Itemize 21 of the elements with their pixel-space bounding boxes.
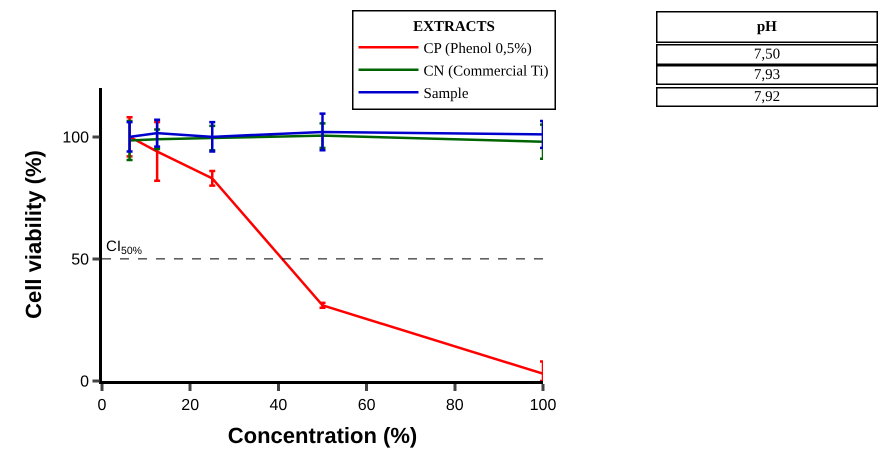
- ref-line-label: CI$_{50%}$: [106, 238, 142, 258]
- text: pH: [756, 19, 778, 35]
- text: 7,93: [754, 67, 780, 83]
- x-tick-label: 40: [270, 396, 288, 414]
- x-tick-label: 100: [530, 396, 556, 414]
- legend-label: CP (Phenol 0,5%): [424, 41, 532, 58]
- legend-title: EXTRACTS: [413, 19, 495, 35]
- legend-label: Sample: [424, 86, 469, 102]
- x-tick-label: 60: [358, 396, 376, 414]
- y-axis-title: Cell viability (%): [21, 150, 46, 319]
- y-tick-label: 50: [71, 252, 90, 269]
- legend-label: CN (Commercial Ti): [424, 64, 549, 80]
- x-tick-label: 0: [98, 396, 107, 414]
- x-tick-label: 20: [181, 396, 200, 414]
- y-tick-label: 100: [62, 129, 90, 146]
- x-axis-title: Concentration (%): [228, 422, 418, 448]
- x-tick-label: 80: [446, 396, 464, 414]
- text: 7,50: [754, 46, 780, 62]
- y-tick-label: 0: [80, 374, 90, 391]
- line-series: [128, 134, 543, 143]
- text: 7,92: [754, 89, 780, 105]
